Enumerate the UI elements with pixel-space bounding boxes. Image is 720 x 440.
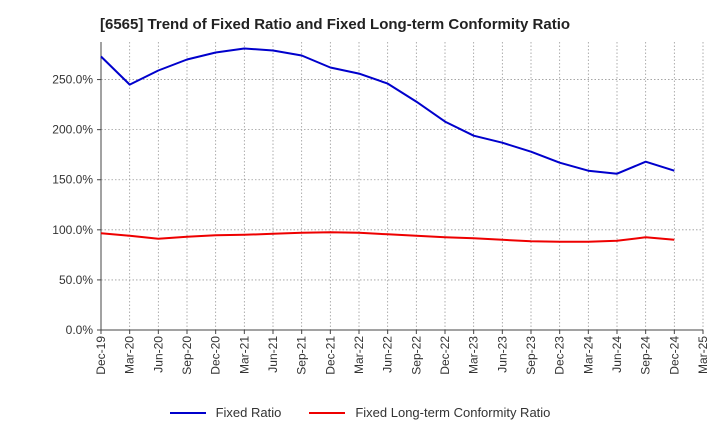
- x-tick-label: Dec-19: [94, 336, 108, 375]
- x-tick-label: Jun-20: [151, 336, 165, 373]
- x-tick-label: Dec-21: [323, 336, 337, 375]
- y-tick-label: 150.0%: [52, 173, 93, 187]
- y-tick-label: 0.0%: [66, 323, 94, 337]
- x-tick-label: Dec-23: [553, 336, 567, 375]
- legend-item-fixed-ratio: Fixed Ratio: [169, 405, 282, 420]
- x-tick-label: Dec-20: [209, 336, 223, 375]
- legend: Fixed Ratio Fixed Long-term Conformity R…: [0, 405, 720, 420]
- chart-title: [6565] Trend of Fixed Ratio and Fixed Lo…: [100, 16, 571, 33]
- x-tick-label: Mar-23: [467, 336, 481, 374]
- series-line-fixed-ratio: [100, 47, 675, 175]
- legend-label-fixed-ratio: Fixed Ratio: [215, 405, 282, 420]
- y-tick-label: 100.0%: [52, 223, 93, 237]
- y-tick-label: 250.0%: [52, 73, 93, 87]
- x-tick-label: Sep-21: [295, 336, 309, 375]
- x-tick-label: Jun-24: [610, 336, 624, 373]
- x-tick-label: Sep-23: [524, 336, 538, 375]
- y-tick-label: 50.0%: [59, 273, 93, 287]
- x-tick-label: Sep-22: [409, 336, 423, 375]
- legend-label-fixed-long-term-conformity-ratio: Fixed Long-term Conformity Ratio: [355, 405, 551, 420]
- x-tick-label: Mar-20: [123, 336, 137, 374]
- plot-area: 0.0% 50.0% 100.0% 150.0% 200.0% 250.0% Dec-19 M…: [52, 42, 710, 375]
- x-tick-label: Jun-22: [381, 336, 395, 373]
- x-tick-label: Dec-22: [438, 336, 452, 375]
- x-tick-label: Jun-23: [495, 336, 509, 373]
- legend-item-fixed-long-term-conformity-ratio: Fixed Long-term Conformity Ratio: [309, 405, 550, 420]
- x-tick-label: Mar-25: [696, 336, 710, 374]
- x-tick-label: Mar-22: [352, 336, 366, 374]
- x-tick-label: Dec-24: [667, 336, 681, 375]
- legend-swatch-fixed-ratio: [169, 411, 206, 414]
- y-tick-label: 200.0%: [52, 123, 93, 137]
- x-tick-label: Sep-20: [180, 336, 194, 375]
- x-tick-label: Mar-21: [237, 336, 251, 374]
- x-tick-label: Sep-24: [639, 336, 653, 375]
- x-tick-label: Mar-24: [581, 336, 595, 374]
- legend-swatch-fixed-long-term-conformity-ratio: [309, 411, 346, 414]
- x-tick-label: Jun-21: [266, 336, 280, 373]
- series-line-fixed-long-term-conformity-ratio: [100, 231, 675, 243]
